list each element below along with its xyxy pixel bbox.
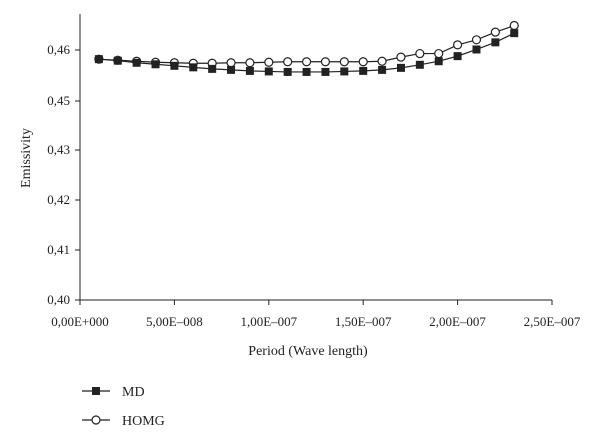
data-point-md [113,56,122,65]
data-point-md [359,66,368,75]
x-axis-title: Period (Wave length) [248,344,368,359]
x-tick-label: 5,00E–008 [146,314,203,329]
data-point-md [189,63,198,72]
legend-label: HOMG [122,414,165,429]
data-point-homg [320,57,331,67]
data-point-md [491,38,500,47]
data-point-md [208,64,217,73]
series-layer [94,20,519,76]
ticks: 0,40 0,41 0,42 0,43 0,45 0,46 0,00E+000 5,00E–0… [47,42,581,329]
data-point-homg [490,27,500,37]
data-point-md [264,67,273,76]
data-point-homg [471,35,482,45]
data-point-homg [264,57,274,67]
data-point-md [415,60,424,69]
data-point-md [245,66,254,75]
legend: MD HOMG [82,385,165,429]
data-point-md [302,67,311,76]
y-tick-label: 0,46 [47,42,70,57]
x-tick-label: 1,50E–007 [335,314,392,329]
data-point-homg [245,58,255,68]
data-point-md [321,67,330,76]
data-point-md [170,61,179,70]
x-tick-label: 2,00E–007 [429,314,486,329]
data-point-md [227,65,236,74]
data-point-md [396,63,405,72]
data-point-md [94,55,103,64]
data-point-md [283,67,292,76]
data-point-homg [358,57,368,67]
data-point-md [510,29,519,38]
data-point-md [434,57,443,66]
legend-marker [91,415,101,425]
data-point-homg [226,58,236,68]
y-tick-label: 0,45 [47,93,70,108]
y-tick-label: 0,42 [47,192,70,207]
data-point-md [151,60,160,69]
y-tick-label: 0,41 [47,242,70,257]
data-point-md [132,58,141,67]
data-point-md [378,65,387,74]
legend-marker [92,387,100,395]
data-point-homg [283,57,293,67]
x-tick-label: 0,00E+000 [51,314,109,329]
data-point-homg [434,48,444,59]
series-md [94,29,519,76]
y-axis-title: Emissivity [19,128,34,188]
x-tick-label: 2,50E–007 [524,314,581,329]
data-point-homg [301,57,312,67]
data-point-md [340,67,349,76]
data-point-homg [453,40,463,50]
data-point-homg [339,57,349,67]
x-tick-label: 1,00E–007 [240,314,297,329]
axes [79,14,552,301]
data-point-md [472,45,481,54]
y-tick-label: 0,43 [47,142,70,157]
data-point-homg [396,52,406,62]
legend-label: MD [122,385,145,400]
legend-item-homg: HOMG [82,414,165,429]
data-point-homg [509,20,519,31]
data-point-homg [415,48,425,59]
data-point-md [453,52,462,61]
legend-item-md: MD [82,385,145,400]
data-point-homg [377,56,387,66]
y-tick-label: 0,40 [47,292,70,307]
